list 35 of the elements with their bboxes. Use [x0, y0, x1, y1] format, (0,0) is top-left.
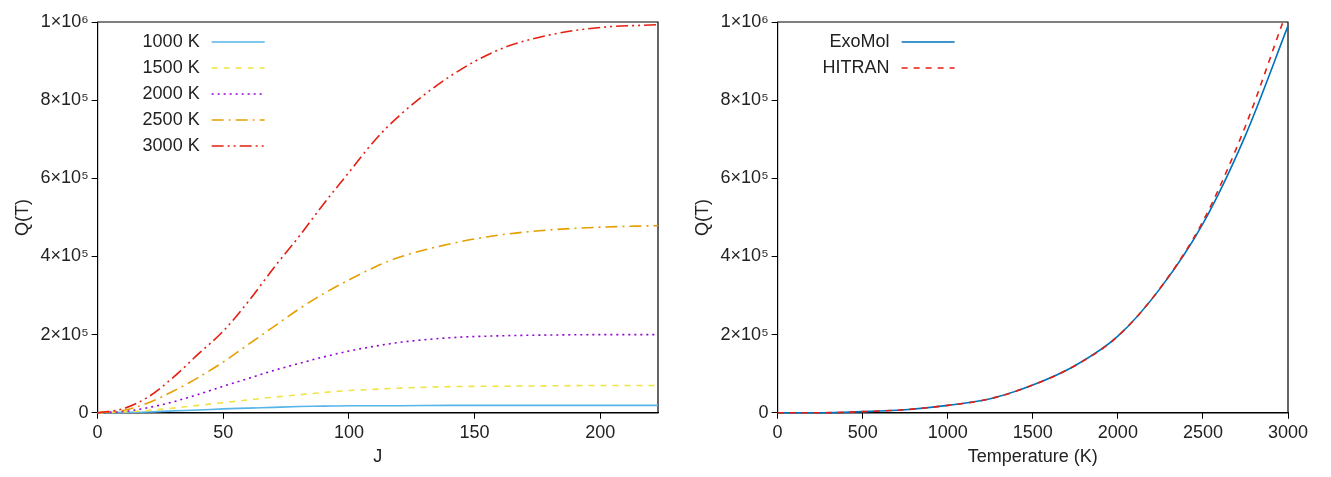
x-tick-label: 200	[585, 421, 616, 442]
x-tick-label: 2500	[1182, 421, 1223, 442]
x-tick-label: 500	[847, 421, 878, 442]
legend-label: 3000 K	[142, 134, 200, 155]
y-tick-label: 0	[758, 401, 769, 422]
y-tick-label: 8×10⁵	[720, 89, 769, 110]
y-tick-label: 1×10⁶	[40, 10, 89, 31]
y-tick-label: 6×10⁵	[720, 167, 769, 188]
y-tick-label: 2×10⁵	[720, 323, 769, 344]
x-tick-label: 150	[459, 421, 490, 442]
y-tick-label: 4×10⁵	[40, 245, 89, 266]
legend-label: 2000 K	[142, 82, 200, 103]
y-tick-label: 1×10⁶	[720, 10, 769, 31]
x-tick-label: 1000	[927, 421, 968, 442]
legend-label: 2500 K	[142, 108, 200, 129]
x-tick-label: 100	[333, 421, 364, 442]
legend-label: ExoMol	[829, 30, 890, 51]
x-tick-label: 2000	[1097, 421, 1138, 442]
y-axis-title: Q(T)	[691, 198, 712, 236]
y-tick-label: 8×10⁵	[40, 89, 89, 110]
legend-label: 1500 K	[142, 56, 200, 77]
y-tick-label: 6×10⁵	[40, 167, 89, 188]
y-axis-title: Q(T)	[11, 198, 32, 236]
x-tick-label: 0	[92, 421, 103, 442]
legend-label: 1000 K	[142, 30, 200, 51]
x-tick-label: 1500	[1012, 421, 1053, 442]
y-tick-label: 0	[78, 401, 89, 422]
x-tick-label: 0	[772, 421, 783, 442]
legend-label: HITRAN	[822, 56, 890, 77]
x-tick-label: 50	[213, 421, 234, 442]
y-tick-label: 2×10⁵	[40, 323, 89, 344]
x-axis-title: J	[373, 446, 383, 467]
y-tick-label: 4×10⁵	[720, 245, 769, 266]
x-axis-title: Temperature (K)	[967, 446, 1098, 467]
x-tick-label: 3000	[1267, 421, 1309, 442]
